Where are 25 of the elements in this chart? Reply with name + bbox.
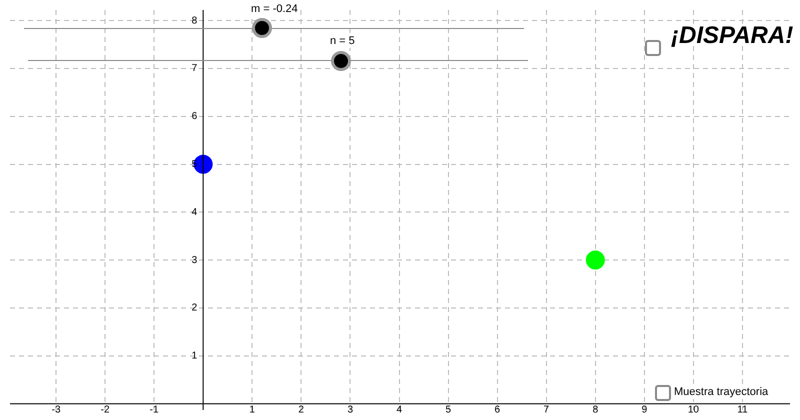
x-tick-label: 9 bbox=[642, 404, 648, 416]
annotation: n = 5 bbox=[330, 35, 355, 48]
y-tick-label: 2 bbox=[192, 302, 198, 314]
x-tick-label: 4 bbox=[396, 404, 402, 416]
x-tick-label: 8 bbox=[592, 404, 599, 416]
x-tick-label: 5 bbox=[446, 404, 452, 416]
annotation: ¡DISPARA! bbox=[671, 22, 794, 49]
annotation: m = -0.24 bbox=[251, 3, 298, 16]
x-tick-label: -1 bbox=[150, 404, 160, 416]
y-tick-label: 8 bbox=[192, 15, 198, 26]
y-tick-label: 3 bbox=[192, 254, 198, 266]
x-tick-label: 2 bbox=[298, 404, 304, 416]
y-tick-label: 4 bbox=[192, 206, 198, 218]
x-tick-label: 11 bbox=[737, 404, 748, 416]
x-tick-label: 3 bbox=[347, 404, 354, 416]
x-tick-label: 7 bbox=[544, 404, 550, 416]
x-tick-label: -3 bbox=[52, 404, 61, 416]
x-tick-label: -2 bbox=[100, 404, 110, 416]
y-tick-label: 1 bbox=[192, 350, 198, 362]
x-tick-label: 1 bbox=[249, 404, 256, 416]
x-tick-label: 10 bbox=[688, 404, 700, 416]
annotation: Muestra trayectoria bbox=[674, 386, 768, 399]
y-tick-label: 7 bbox=[192, 63, 198, 74]
x-tick-label: 6 bbox=[494, 404, 501, 416]
y-tick-label: 6 bbox=[192, 111, 198, 122]
